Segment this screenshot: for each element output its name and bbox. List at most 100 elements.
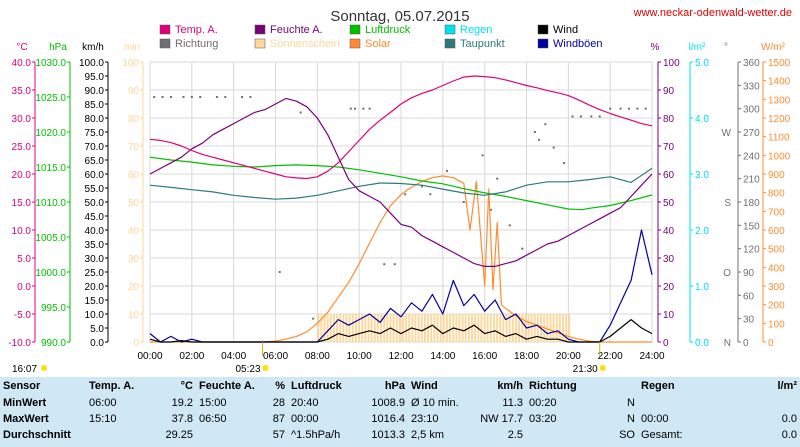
legend-label-richtung: Richtung	[175, 38, 218, 50]
axis-tick-label-min: 50	[128, 198, 140, 209]
direction-point	[404, 193, 407, 196]
axis-tick-label-lm2: 1.0	[695, 282, 709, 293]
summary-cell: ^1.5hPa/h	[291, 429, 341, 441]
sunshine-bar	[530, 314, 533, 342]
axis-tick-label-kmh: 85.0	[85, 100, 105, 111]
summary-row-max: MaxWert 15:10 37.8 06:50 87 00:00 1016.4…	[0, 411, 800, 427]
sunshine-bar	[345, 314, 348, 342]
legend-swatch-windboeen	[537, 38, 549, 49]
axis-tick-label-hpa: 1020.0	[35, 128, 66, 139]
sunshine-bar	[333, 314, 335, 342]
summary-cell: 29.25	[165, 429, 193, 441]
sunshine-bar	[424, 314, 426, 342]
series-line-taupunkt	[149, 167, 653, 200]
direction-point	[521, 247, 524, 250]
x-tick-label: 00:00	[137, 351, 162, 362]
direction-label: O	[723, 268, 731, 279]
sunshine-bar	[348, 314, 351, 342]
summary-cell: MinWert	[3, 397, 47, 409]
sunshine-bar	[489, 314, 492, 342]
sunshine-bar	[549, 314, 552, 342]
sunshine-bar	[568, 314, 571, 342]
sunshine-bar	[405, 314, 408, 342]
summary-header-richtung-dir	[602, 377, 638, 395]
direction-point	[278, 271, 281, 273]
summary-header-feuchte-unit: %	[275, 380, 285, 392]
axis-tick-label-deg: 210	[743, 175, 760, 186]
axis-tick-label-min: 20	[128, 282, 140, 293]
axis-tick-label-kmh: 70.0	[85, 142, 105, 153]
legend-label-feuchte: Feuchte A.	[270, 24, 323, 36]
axis-unit-temp: °C	[16, 42, 27, 53]
legend-label-windboeen: Windböen	[553, 38, 603, 50]
legend-swatch-richtung	[159, 38, 171, 49]
axis-tick-label-wm2: 1500	[768, 58, 791, 69]
direction-label: S	[724, 198, 731, 209]
legend-swatch-temp	[159, 24, 171, 35]
summary-cell: MaxWert	[3, 413, 49, 425]
axis-tick-label-deg: 300	[743, 105, 760, 116]
summary-cell: 2,5 km	[411, 429, 445, 441]
axis-tick-label-hpa: 1005.0	[35, 233, 66, 244]
direction-point	[190, 96, 193, 98]
summary-cell: 00:00	[291, 413, 319, 425]
axis-tick-label-lm2: 2.0	[695, 226, 709, 237]
summary-row-avg: Durchschnitt 29.25 57 ^1.5hPa/h 1013.3 2…	[0, 427, 800, 443]
series-line-temp	[149, 75, 653, 180]
direction-point	[552, 146, 555, 149]
axis-tick-label-hpa: 1015.0	[35, 163, 66, 174]
summary-cell: 11.3	[502, 397, 523, 409]
axis-tick-label-lm2: 5.0	[695, 58, 709, 69]
axis-tick-label-hpa: 1010.0	[35, 198, 66, 209]
legend-label-solar: Solar	[365, 38, 391, 50]
sunshine-bar	[493, 314, 495, 342]
axis-tick-label-wm2: 600	[768, 226, 785, 237]
sunshine-bar	[380, 314, 382, 342]
sunshine-bar	[364, 314, 367, 342]
sunshine-bar	[546, 314, 549, 342]
summary-cell: 19.2	[171, 397, 193, 409]
summary-cell: 15:10	[89, 413, 117, 425]
summary-cell: 1008.9	[371, 397, 405, 409]
weather-chart: Sonntag, 05.07.2015 www.neckar-odenwald-w…	[8, 7, 792, 375]
x-tick-label: 06:00	[263, 351, 288, 362]
sunshine-bar	[496, 314, 499, 342]
series-line-wind	[149, 319, 653, 343]
summary-cell: Ø 10 min.	[411, 397, 459, 409]
axis-tick-label-temp: 35.0	[12, 86, 32, 97]
axis-tick-label-wm2: 1400	[768, 77, 791, 88]
sunshine-bar	[461, 314, 464, 342]
sunshine-bar	[514, 314, 517, 342]
axis-tick-label-hpa: 1030.0	[35, 58, 66, 69]
axis-tick-label-kmh: 15.0	[85, 296, 105, 307]
sunshine-bar	[558, 314, 561, 342]
axis-tick-label-kmh: 90.0	[85, 86, 105, 97]
sunset-label: 21:30	[573, 364, 598, 375]
summary-cell: NW 17.7	[480, 413, 523, 425]
corner-sun-icon	[41, 365, 47, 371]
x-tick-label: 12:00	[388, 351, 413, 362]
x-tick-label: 08:00	[305, 351, 330, 362]
summary-cell: 87	[272, 413, 285, 425]
axis-tick-label-wm2: 800	[768, 189, 785, 200]
axis-tick-label-hpa: 1025.0	[35, 93, 66, 104]
summary-cell: 0.0	[781, 429, 797, 441]
summary-cell	[526, 427, 602, 443]
axis-tick-label-deg: 30	[743, 315, 755, 326]
sunshine-bar	[392, 314, 395, 342]
summary-header-temp: Temp. A.	[89, 380, 135, 392]
axis-unit-pct: %	[651, 42, 660, 53]
axis-tick-label-kmh: 20.0	[85, 282, 105, 293]
sunshine-bar	[511, 314, 514, 342]
sunshine-bar	[449, 314, 451, 342]
sunshine-bar	[442, 314, 445, 342]
axis-unit-kmh: km/h	[82, 42, 104, 53]
sunshine-bar	[565, 314, 568, 342]
series-line-feuchte	[149, 97, 653, 267]
sunshine-bar	[370, 314, 373, 342]
direction-point	[393, 263, 396, 266]
sunshine-bar	[317, 314, 320, 342]
legend-label-taupunkt: Taupunkt	[460, 38, 505, 50]
summary-cell: 15:00	[199, 397, 227, 409]
sunshine-bar	[395, 314, 398, 342]
